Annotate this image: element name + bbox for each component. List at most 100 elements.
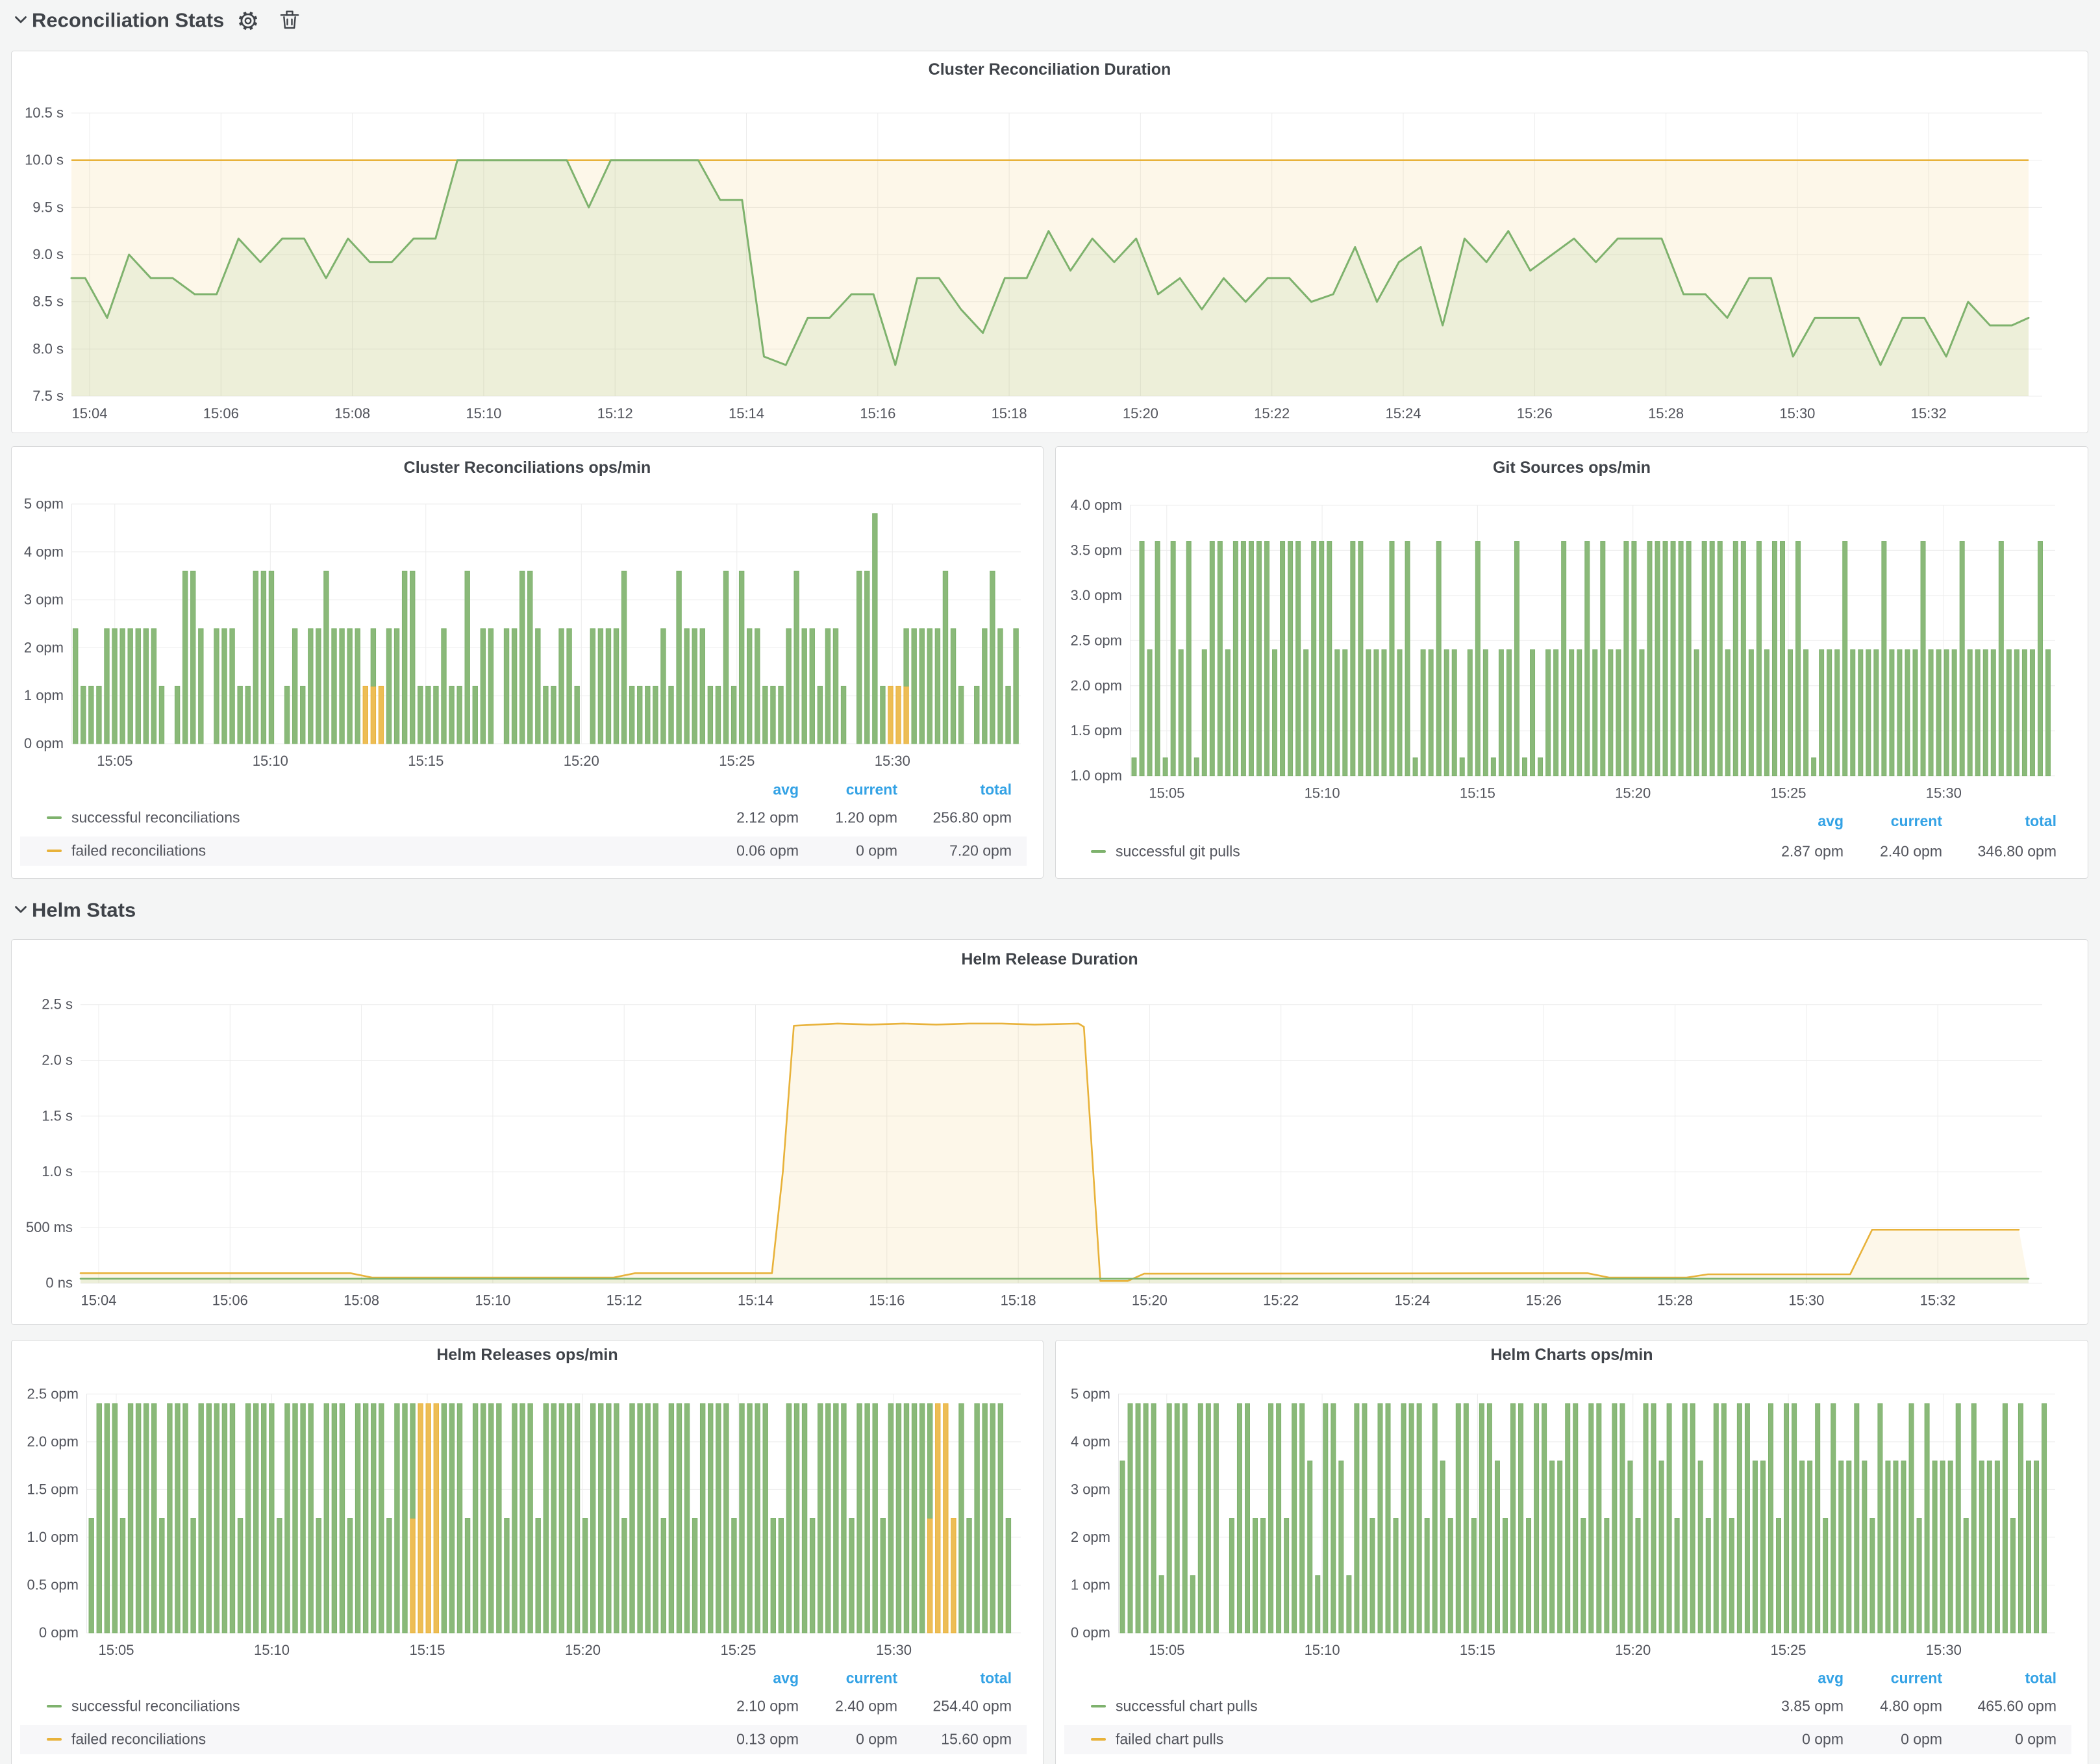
- svg-text:15:22: 15:22: [1263, 1292, 1299, 1309]
- svg-text:346.80 opm: 346.80 opm: [1978, 842, 2056, 859]
- svg-text:0.13 opm: 0.13 opm: [736, 1730, 799, 1747]
- svg-text:465.60 opm: 465.60 opm: [1978, 1697, 2056, 1714]
- svg-text:2.5 opm: 2.5 opm: [1071, 632, 1123, 648]
- svg-text:2.40 opm: 2.40 opm: [1880, 842, 1942, 859]
- svg-text:5 opm: 5 opm: [24, 496, 64, 512]
- svg-text:15:26: 15:26: [1517, 405, 1553, 422]
- svg-text:0.5 opm: 0.5 opm: [27, 1577, 79, 1593]
- svg-text:3 opm: 3 opm: [1071, 1481, 1110, 1497]
- svg-text:15:05: 15:05: [98, 1642, 134, 1658]
- svg-text:15:10: 15:10: [254, 1642, 290, 1658]
- svg-text:15:20: 15:20: [1615, 785, 1651, 801]
- svg-text:500 ms: 500 ms: [26, 1219, 73, 1235]
- svg-text:15:25: 15:25: [719, 753, 755, 769]
- svg-text:15:28: 15:28: [1657, 1292, 1693, 1309]
- svg-text:2.10 opm: 2.10 opm: [736, 1697, 799, 1714]
- svg-text:15:10: 15:10: [253, 753, 288, 769]
- svg-text:1.5 opm: 1.5 opm: [27, 1481, 79, 1497]
- svg-text:Reconciliation Stats: Reconciliation Stats: [32, 9, 224, 32]
- svg-text:15:20: 15:20: [1123, 405, 1158, 422]
- svg-text:15.60 opm: 15.60 opm: [941, 1730, 1012, 1747]
- svg-text:2 opm: 2 opm: [24, 639, 64, 655]
- svg-text:15:32: 15:32: [1911, 405, 1947, 422]
- svg-text:15:05: 15:05: [1149, 785, 1184, 801]
- svg-text:0 ns: 0 ns: [45, 1275, 73, 1291]
- svg-text:15:10: 15:10: [1305, 1642, 1340, 1658]
- svg-text:15:06: 15:06: [203, 405, 239, 422]
- svg-text:0 opm: 0 opm: [1802, 1730, 1844, 1747]
- svg-text:15:16: 15:16: [860, 405, 895, 422]
- svg-text:0 opm: 0 opm: [39, 1624, 79, 1641]
- svg-text:15:30: 15:30: [1779, 405, 1815, 422]
- svg-text:0 opm: 0 opm: [2015, 1730, 2056, 1747]
- svg-text:15:12: 15:12: [597, 405, 633, 422]
- svg-text:1 opm: 1 opm: [24, 687, 64, 703]
- svg-text:1.5 opm: 1.5 opm: [1071, 722, 1123, 738]
- svg-text:15:30: 15:30: [1926, 1642, 1962, 1658]
- svg-text:failed reconciliations: failed reconciliations: [71, 1730, 206, 1747]
- svg-text:current: current: [846, 1669, 898, 1686]
- svg-text:2.0 s: 2.0 s: [42, 1052, 73, 1068]
- svg-text:256.80 opm: 256.80 opm: [933, 809, 1012, 825]
- svg-text:0 opm: 0 opm: [856, 1730, 897, 1747]
- svg-text:15:10: 15:10: [475, 1292, 510, 1309]
- svg-text:9.5 s: 9.5 s: [32, 199, 64, 215]
- svg-text:15:20: 15:20: [1132, 1292, 1168, 1309]
- svg-text:8.5 s: 8.5 s: [32, 294, 64, 310]
- svg-text:successful reconciliations: successful reconciliations: [71, 1697, 240, 1714]
- svg-text:9.0 s: 9.0 s: [32, 246, 64, 262]
- svg-text:current: current: [846, 781, 898, 798]
- svg-text:15:25: 15:25: [1770, 785, 1806, 801]
- svg-text:7.20 opm: 7.20 opm: [949, 842, 1012, 859]
- svg-text:15:10: 15:10: [466, 405, 501, 422]
- svg-text:2.0 opm: 2.0 opm: [27, 1433, 79, 1450]
- svg-text:15:24: 15:24: [1385, 405, 1421, 422]
- svg-text:15:25: 15:25: [720, 1642, 756, 1658]
- svg-text:15:30: 15:30: [876, 1642, 912, 1658]
- svg-text:Cluster Reconciliation Duratio: Cluster Reconciliation Duration: [929, 60, 1171, 79]
- svg-text:failed chart pulls: failed chart pulls: [1116, 1730, 1223, 1747]
- svg-text:3.85 opm: 3.85 opm: [1781, 1697, 1844, 1714]
- svg-text:10.5 s: 10.5 s: [25, 105, 64, 121]
- svg-text:15:08: 15:08: [344, 1292, 379, 1309]
- svg-text:15:15: 15:15: [408, 753, 444, 769]
- svg-text:2.12 opm: 2.12 opm: [736, 809, 799, 825]
- svg-text:1.0 s: 1.0 s: [42, 1163, 73, 1179]
- svg-text:8.0 s: 8.0 s: [32, 340, 64, 357]
- svg-text:failed reconciliations: failed reconciliations: [71, 842, 206, 859]
- svg-text:15:15: 15:15: [409, 1642, 445, 1658]
- svg-text:1.0 opm: 1.0 opm: [1071, 768, 1123, 784]
- svg-text:current: current: [1891, 1669, 1943, 1686]
- svg-text:254.40 opm: 254.40 opm: [933, 1697, 1012, 1714]
- svg-text:1 opm: 1 opm: [1071, 1577, 1110, 1593]
- svg-text:0.06 opm: 0.06 opm: [736, 842, 799, 859]
- svg-text:Helm Release Duration: Helm Release Duration: [961, 950, 1138, 968]
- svg-text:15:05: 15:05: [1149, 1642, 1184, 1658]
- svg-text:15:32: 15:32: [1920, 1292, 1956, 1309]
- svg-text:10.0 s: 10.0 s: [25, 152, 64, 168]
- svg-text:total: total: [2025, 1669, 2056, 1686]
- svg-text:4 opm: 4 opm: [1071, 1433, 1110, 1450]
- svg-text:15:15: 15:15: [1460, 785, 1495, 801]
- svg-text:1.20 opm: 1.20 opm: [835, 809, 897, 825]
- svg-text:4.80 opm: 4.80 opm: [1880, 1697, 1942, 1714]
- svg-text:15:30: 15:30: [1926, 785, 1962, 801]
- svg-text:15:20: 15:20: [565, 1642, 601, 1658]
- svg-text:0 opm: 0 opm: [1901, 1730, 1942, 1747]
- svg-text:15:10: 15:10: [1305, 785, 1340, 801]
- svg-text:15:30: 15:30: [875, 753, 910, 769]
- svg-text:total: total: [980, 781, 1012, 798]
- svg-text:2 opm: 2 opm: [1071, 1529, 1110, 1545]
- svg-text:0 opm: 0 opm: [856, 842, 897, 859]
- svg-text:15:15: 15:15: [1460, 1642, 1495, 1658]
- svg-text:2.5 s: 2.5 s: [42, 996, 73, 1013]
- svg-text:4 opm: 4 opm: [24, 544, 64, 560]
- svg-text:Cluster Reconciliations ops/mi: Cluster Reconciliations ops/min: [404, 459, 651, 477]
- svg-text:3.5 opm: 3.5 opm: [1071, 542, 1123, 559]
- svg-text:15:06: 15:06: [212, 1292, 248, 1309]
- svg-text:15:12: 15:12: [606, 1292, 642, 1309]
- svg-text:15:25: 15:25: [1770, 1642, 1806, 1658]
- svg-text:2.5 opm: 2.5 opm: [27, 1385, 79, 1402]
- svg-text:successful git pulls: successful git pulls: [1116, 842, 1240, 859]
- svg-text:5 opm: 5 opm: [1071, 1385, 1110, 1402]
